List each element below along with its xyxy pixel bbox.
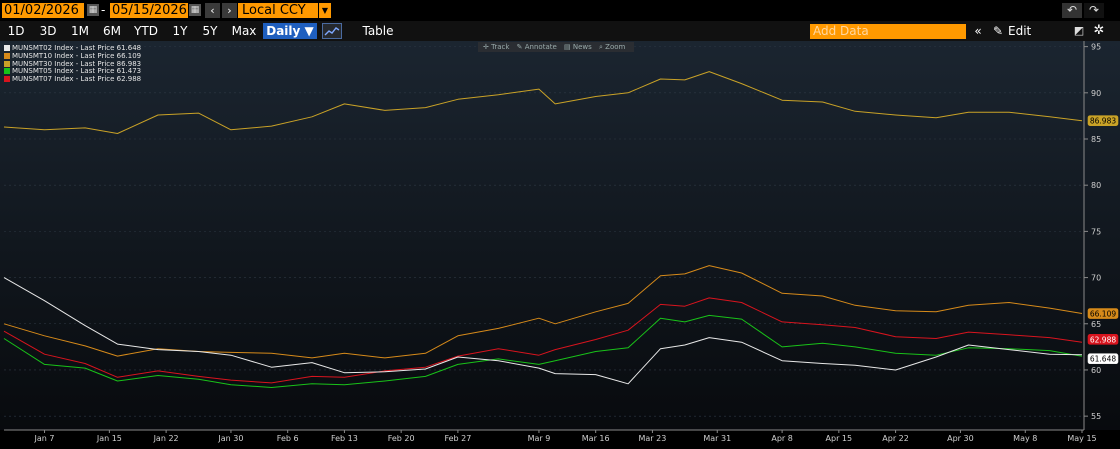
range-1y[interactable]: 1Y: [172, 24, 188, 38]
y-tick-label: 60: [1091, 366, 1101, 375]
x-tick-label: Mar 31: [703, 434, 731, 443]
last-price-badge: [1087, 308, 1119, 319]
x-tick-label: Feb 20: [388, 434, 415, 443]
x-tick-label: Apr 22: [882, 434, 909, 443]
y-tick-label: 95: [1091, 43, 1101, 52]
series-group: [3, 71, 1083, 388]
plot-background: [0, 41, 1120, 449]
range-1m[interactable]: 1M: [71, 24, 89, 38]
pencil-icon[interactable]: ✎: [992, 24, 1004, 38]
last-price-label: 62.988: [1090, 335, 1116, 344]
series-line-munsmt07: [3, 297, 1083, 384]
y-tick-label: 65: [1091, 320, 1101, 329]
legend-item[interactable]: MUNSMT05 Index - Last Price 61.473: [4, 67, 142, 76]
y-tick-label: 75: [1091, 227, 1101, 236]
x-tick-label: Apr 8: [771, 434, 792, 443]
x-tick-label: May 15: [1067, 434, 1096, 443]
chevron-down-icon[interactable]: ▼: [319, 3, 331, 18]
legend-label: MUNSMT02 Index - Last Price 61.648: [12, 44, 142, 52]
legend-label: MUNSMT30 Index - Last Price 86.983: [12, 59, 142, 68]
last-price-badge: [1087, 115, 1119, 126]
legend-swatch: [4, 52, 10, 59]
line-chart-icon[interactable]: [322, 23, 342, 39]
legend-swatch: [4, 60, 10, 67]
prev-period-icon[interactable]: ‹: [205, 3, 220, 18]
date-separator: -: [101, 3, 106, 17]
legend-label: MUNSMT07 Index - Last Price 62.988: [12, 75, 142, 84]
last-price-labels: 86.983 66.109 62.988 61.648: [1087, 115, 1119, 365]
legend-item[interactable]: MUNSMT02 Index - Last Price 61.648: [4, 44, 142, 53]
legend-item[interactable]: MUNSMT10 Index - Last Price 66.109: [4, 51, 142, 61]
series-line-munsmt30: [3, 71, 1083, 134]
collapse-icon[interactable]: «: [974, 24, 982, 38]
start-calendar-icon[interactable]: ▦: [87, 4, 99, 16]
date-toolbar: 01/02/2026 ▦ - 05/15/2026 ▦ ‹ › Local CC…: [0, 0, 1120, 20]
track-tool[interactable]: ✛ Track: [483, 43, 510, 51]
x-tick-label: Jan 7: [34, 434, 55, 443]
add-data-input[interactable]: Add Data: [810, 24, 966, 39]
legend-label: MUNSMT05 Index - Last Price 61.473: [12, 67, 142, 76]
table-button[interactable]: Table: [362, 24, 394, 38]
range-3d[interactable]: 3D: [39, 24, 57, 38]
end-date-field[interactable]: 05/15/2026: [110, 3, 188, 18]
x-tick-label: Apr 15: [826, 434, 853, 443]
y-axis: 55 60 65 70 75 80 85 90 95: [1083, 41, 1101, 430]
range-ytd[interactable]: YTD: [134, 24, 158, 38]
x-axis-band: [0, 430, 1120, 449]
series-line-munsmt02: [3, 277, 1083, 385]
y-tick-label: 70: [1091, 274, 1101, 283]
y-tick-label: 80: [1091, 181, 1101, 190]
last-price-label: 61.648: [1090, 355, 1116, 364]
range-max[interactable]: Max: [231, 24, 257, 38]
legend-item[interactable]: MUNSMT07 Index - Last Price 62.988: [4, 75, 142, 84]
range-5y[interactable]: 5Y: [202, 24, 218, 38]
next-period-icon[interactable]: ›: [222, 3, 237, 18]
y-tick-label: 55: [1091, 412, 1101, 421]
start-date-field[interactable]: 01/02/2026: [2, 3, 84, 18]
series-line-munsmt05: [3, 314, 1083, 388]
range-1d[interactable]: 1D: [7, 24, 25, 38]
frequency-select[interactable]: Daily ▼: [263, 23, 317, 39]
x-tick-label: Mar 9: [528, 434, 551, 443]
chart-toolbar: 1D 3D 1M 6M YTD 1Y 5Y Max Daily ▼ Table …: [0, 21, 1120, 54]
gear-icon[interactable]: ✲: [1093, 23, 1105, 38]
legend-swatch: [4, 76, 10, 83]
x-tick-label: Mar 23: [639, 434, 667, 443]
end-calendar-icon[interactable]: ▦: [189, 4, 201, 16]
y-tick-label: 85: [1091, 135, 1101, 144]
chart-legend: MUNSMT02 Index - Last Price 61.648 MUNSM…: [4, 44, 142, 84]
chart-tools: ✛ Track ✎ Annotate ▤ News ⌕ Zoom: [478, 42, 634, 52]
x-tick-label: Jan 15: [96, 434, 122, 443]
edit-annotation-icon[interactable]: ◩: [1073, 24, 1085, 37]
x-tick-label: Mar 16: [582, 434, 610, 443]
x-tick-label: Jan 22: [153, 434, 179, 443]
x-tick-label: Apr 30: [947, 434, 974, 443]
range-6m[interactable]: 6M: [103, 24, 121, 38]
x-tick-label: Jan 30: [217, 434, 243, 443]
y-tick-label: 90: [1091, 89, 1101, 98]
x-tick-label: May 8: [1013, 434, 1037, 443]
last-price-label: 86.983: [1090, 117, 1116, 126]
last-price-badge: [1087, 353, 1119, 365]
legend-swatch: [4, 45, 10, 51]
legend-item[interactable]: MUNSMT30 Index - Last Price 86.983: [4, 59, 142, 69]
redo-icon[interactable]: ↷: [1084, 3, 1104, 18]
legend-swatch: [4, 68, 10, 75]
zoom-tool[interactable]: ⌕ Zoom: [599, 43, 626, 51]
edit-chart-button[interactable]: Edit Chart: [1008, 24, 1041, 54]
x-tick-label: Feb 6: [277, 434, 299, 443]
currency-select[interactable]: Local CCY: [238, 3, 318, 18]
news-tool[interactable]: ▤ News: [564, 43, 592, 51]
last-price-badge: [1087, 334, 1119, 345]
legend-label: MUNSMT10 Index - Last Price 66.109: [12, 51, 142, 60]
last-price-label: 66.109: [1090, 310, 1116, 319]
x-tick-label: Feb 27: [444, 434, 471, 443]
annotate-tool[interactable]: ✎ Annotate: [516, 43, 557, 51]
x-axis: Jan 7 Jan 15 Jan 22 Jan 30 Feb 6 Feb 13 Feb 20…: [0, 429, 1120, 449]
x-tick-label: Feb 13: [331, 434, 358, 443]
undo-icon[interactable]: ↶: [1062, 3, 1082, 18]
